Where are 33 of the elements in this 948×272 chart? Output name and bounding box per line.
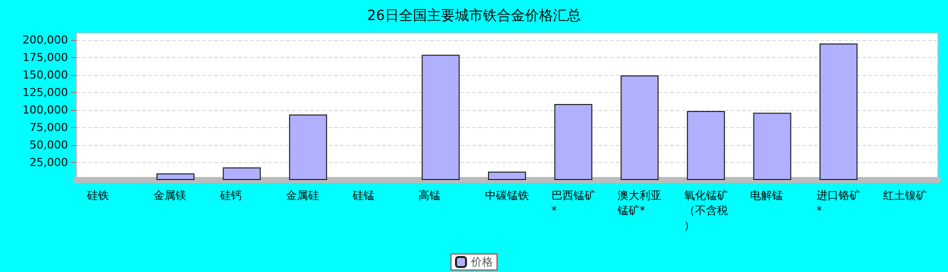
x-tick-label: 硅铁: [86, 189, 110, 202]
x-tick-label: 红土镍矿: [882, 189, 927, 202]
x-tick-label: 氧化锰矿（不含税）: [684, 189, 728, 232]
x-tick-label: 巴西锰矿*: [551, 189, 596, 217]
x-tick-label: 硅锰: [351, 189, 374, 202]
x-tick-label: 进口铬矿*: [816, 189, 861, 217]
bar: [289, 114, 328, 180]
bar: [222, 167, 261, 180]
bar: [554, 104, 592, 180]
y-tick-label: 25,000: [30, 156, 68, 169]
x-tick-label: 高锰: [418, 189, 441, 202]
y-tick-label: 150,000: [22, 68, 68, 82]
x-tick-label: 硅钙: [218, 189, 242, 202]
x-tick-label: 金属硅: [286, 189, 320, 202]
x-tick-label: 电解锰: [750, 189, 784, 202]
chart-title: 26日全国主要城市铁合金价格汇总: [367, 8, 581, 24]
bar: [422, 54, 460, 180]
bar: [620, 75, 659, 180]
legend-label: 价格: [470, 256, 493, 268]
x-tick-label: 澳大利亚锰矿*: [616, 189, 662, 217]
bar: [820, 44, 858, 180]
bar: [156, 173, 194, 180]
bar: [686, 111, 725, 180]
y-tick-label: 50,000: [30, 138, 68, 152]
x-tick-label: 中碳锰铁: [485, 189, 529, 202]
x-tick-label: 金属镁: [153, 189, 186, 202]
y-tick-label: 175,000: [22, 51, 68, 64]
y-tick-label: 125,000: [22, 86, 68, 99]
y-tick-label: 200,000: [22, 34, 68, 46]
y-tick-label: 75,000: [30, 121, 68, 134]
y-tick-label: 100,000: [22, 104, 68, 116]
bar: [753, 112, 792, 180]
bar: [488, 172, 526, 180]
